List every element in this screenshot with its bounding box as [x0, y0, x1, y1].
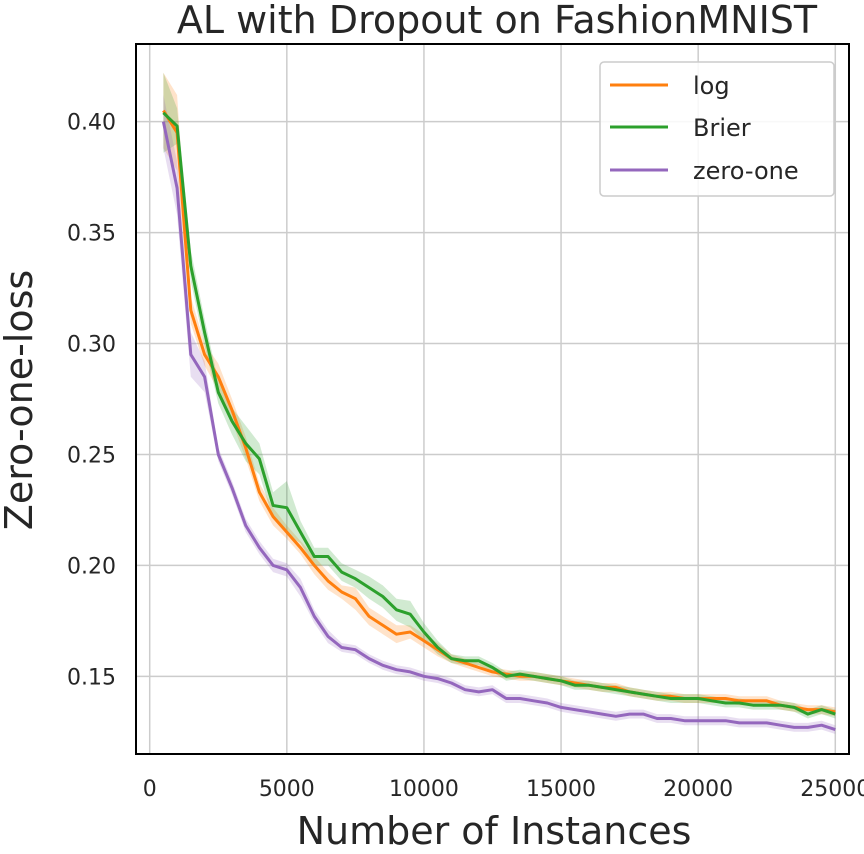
x-tick-label: 0	[143, 777, 157, 802]
x-tick-label: 25000	[800, 777, 864, 802]
x-tick-label: 20000	[663, 777, 733, 802]
band-brier	[163, 72, 836, 719]
y-tick-label: 0.20	[67, 554, 116, 579]
legend-label-zero-one: zero-one	[693, 157, 799, 185]
legend-label-log: log	[693, 72, 730, 100]
y-tick-label: 0.25	[67, 443, 116, 468]
series-lines	[161, 109, 836, 732]
legend-label-brier: Brier	[693, 114, 751, 142]
y-axis-label: Zero-one-loss	[0, 270, 41, 530]
confidence-bands	[163, 72, 836, 734]
y-tick-label: 0.40	[67, 111, 116, 136]
y-tick-label: 0.15	[67, 665, 116, 690]
plot-frame	[135, 43, 850, 755]
chart-title: AL with Dropout on FashionMNIST	[177, 0, 818, 42]
legend: log Brier zero-one	[599, 61, 835, 197]
line-zero-one	[161, 121, 836, 732]
x-tick-label: 10000	[389, 777, 459, 802]
x-axis-label: Number of Instances	[297, 809, 692, 853]
x-tick-label: 5000	[259, 777, 315, 802]
tick-labels: 0 5000 10000 15000 20000 25000 0.15 0.20 0.25 0.3…	[67, 111, 864, 802]
y-tick-label: 0.30	[67, 333, 116, 358]
y-tick-label: 0.35	[67, 222, 116, 247]
legend-box	[599, 61, 835, 197]
line-brier	[162, 111, 836, 716]
x-tick-label: 15000	[526, 777, 596, 802]
